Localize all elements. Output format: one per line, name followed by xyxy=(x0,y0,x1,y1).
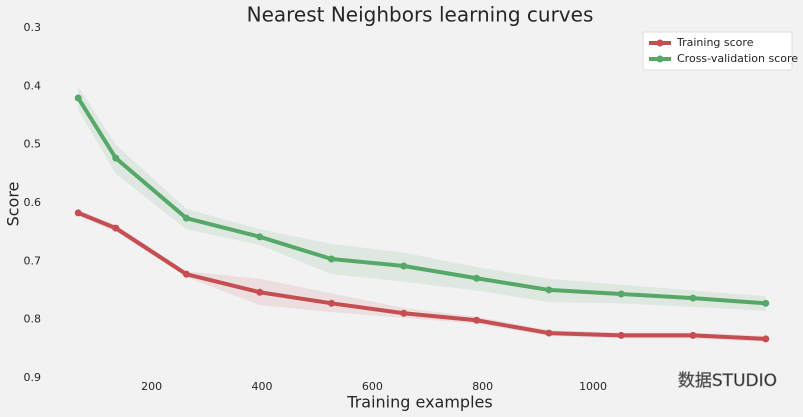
x-tick-label: 600 xyxy=(362,380,383,393)
watermark: 数据STUDIO xyxy=(678,371,777,391)
std-band xyxy=(78,86,766,311)
legend-label: Cross-validation score xyxy=(677,52,798,65)
y-tick-label: 0.9 xyxy=(24,371,42,384)
point xyxy=(182,270,190,278)
point xyxy=(256,288,264,296)
y-axis-label: Score xyxy=(4,182,23,227)
point xyxy=(473,316,481,324)
point xyxy=(256,233,264,241)
point xyxy=(545,286,553,294)
y-tick-label: 0.6 xyxy=(24,196,42,209)
y-tick-label: 0.3 xyxy=(24,21,42,34)
point xyxy=(112,224,120,232)
point xyxy=(328,299,336,307)
x-tick-label: 200 xyxy=(141,380,162,393)
y-tick-label: 0.4 xyxy=(24,79,42,92)
y-tick-label: 0.7 xyxy=(24,254,42,267)
point xyxy=(689,331,697,339)
point xyxy=(400,309,408,317)
point xyxy=(762,335,770,343)
point xyxy=(617,331,625,339)
legend-marker xyxy=(656,55,664,63)
point xyxy=(74,209,82,217)
point xyxy=(617,290,625,298)
point xyxy=(400,262,408,270)
point xyxy=(74,94,82,102)
point xyxy=(112,154,120,162)
point xyxy=(182,214,190,222)
point xyxy=(545,329,553,337)
legend-marker xyxy=(656,39,664,47)
x-tick-label: 1000 xyxy=(579,380,607,393)
chart-title: Nearest Neighbors learning curves xyxy=(247,3,594,27)
x-axis-label: Training examples xyxy=(346,393,492,412)
x-tick-label: 400 xyxy=(251,380,272,393)
x-tick-label: 800 xyxy=(472,380,493,393)
y-tick-label: 0.5 xyxy=(24,138,42,151)
point xyxy=(473,274,481,282)
legend-box xyxy=(642,31,793,71)
point xyxy=(328,255,336,263)
y-tick-label: 0.8 xyxy=(24,313,42,326)
legend-label: Training score xyxy=(676,36,754,49)
point xyxy=(689,294,697,302)
point xyxy=(762,299,770,307)
